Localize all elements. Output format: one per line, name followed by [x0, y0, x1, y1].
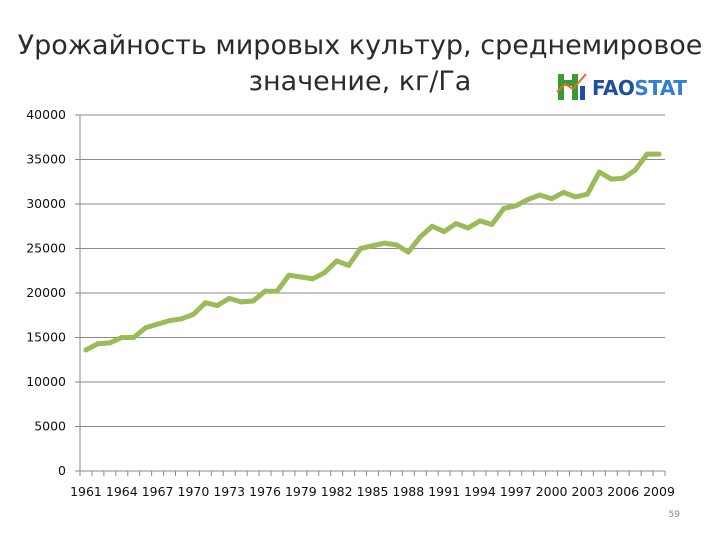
data-point — [441, 229, 447, 235]
data-point — [83, 347, 89, 353]
x-tick-label: 1985 — [357, 484, 389, 499]
data-point — [393, 242, 399, 248]
data-point — [310, 276, 316, 282]
data-point — [417, 234, 423, 240]
faostat-logo-text: FAOSTAT — [592, 76, 687, 100]
data-point — [178, 316, 184, 322]
x-tick-label: 1994 — [464, 484, 496, 499]
x-axis-tick-labels: 1961 1964 1967 1970 1973 1976 1979 1982 1985 1988… — [70, 484, 675, 499]
gridlines — [80, 114, 665, 427]
data-point — [405, 249, 411, 255]
data-point — [381, 240, 387, 246]
data-point — [608, 176, 614, 182]
x-tick-label: 2003 — [571, 484, 603, 499]
data-point — [95, 341, 101, 347]
data-point — [537, 192, 543, 198]
y-tick-label: 5000 — [34, 419, 66, 434]
x-tick-label: 1967 — [142, 484, 174, 499]
y-tick-label: 20000 — [26, 285, 66, 300]
data-point — [143, 325, 149, 331]
data-point — [453, 221, 459, 227]
chart-title-line-2: значение, кг/Га — [248, 66, 472, 97]
data-point — [334, 258, 340, 264]
y-tick-label: 10000 — [26, 374, 66, 389]
data-point — [644, 151, 650, 157]
y-tick-label: 25000 — [26, 241, 66, 256]
x-tick-label: 2000 — [536, 484, 568, 499]
data-point — [250, 298, 256, 304]
data-point — [561, 189, 567, 195]
x-tick-label: 1982 — [321, 484, 353, 499]
data-point — [656, 151, 662, 157]
x-tick-label: 1976 — [249, 484, 281, 499]
y-tick-label: 0 — [58, 463, 66, 478]
data-point — [286, 272, 292, 278]
data-point — [513, 203, 519, 209]
data-point — [119, 335, 125, 340]
x-tick-label: 1961 — [70, 484, 102, 499]
data-point — [298, 274, 304, 280]
data-point — [477, 218, 483, 224]
data-point — [226, 295, 232, 301]
data-point — [107, 340, 113, 346]
x-tick-label: 1997 — [500, 484, 532, 499]
data-point — [358, 246, 364, 251]
x-tick-label: 1970 — [178, 484, 210, 499]
data-point — [584, 191, 590, 197]
data-point — [131, 335, 137, 340]
data-point — [155, 321, 161, 327]
data-point — [262, 288, 268, 294]
data-point — [167, 318, 173, 324]
data-point — [274, 288, 280, 294]
faostat-logo: FAOSTAT — [556, 70, 688, 104]
x-tick-label: 1979 — [285, 484, 317, 499]
data-point — [370, 243, 375, 249]
data-point — [549, 196, 555, 202]
data-point — [322, 270, 328, 276]
data-point — [214, 302, 220, 308]
data-point — [596, 169, 602, 175]
x-tick-label: 1964 — [106, 484, 138, 499]
data-point — [465, 225, 471, 231]
x-tick-label: 1991 — [428, 484, 460, 499]
data-point — [429, 223, 435, 229]
data-point — [525, 197, 531, 203]
data-point — [190, 311, 196, 317]
data-point — [620, 175, 626, 181]
x-tick-label: 2006 — [607, 484, 639, 499]
data-point — [238, 299, 244, 305]
data-point — [202, 300, 208, 306]
data-point — [501, 205, 507, 211]
data-point — [632, 167, 638, 173]
y-tick-label: 15000 — [26, 330, 66, 345]
y-tick-label: 30000 — [26, 196, 66, 211]
y-tick-label: 35000 — [26, 152, 66, 167]
x-tick-label: 1988 — [392, 484, 424, 499]
faostat-logo-icon — [556, 73, 587, 100]
y-axis-tick-labels: 0 5000 10000 15000 20000 25000 30000 35000 40000 — [26, 107, 66, 478]
y-tick-label: 40000 — [26, 107, 66, 122]
data-point — [572, 194, 578, 200]
series-line — [83, 151, 662, 353]
x-tick-label: 1973 — [213, 484, 245, 499]
x-tick-label: 2009 — [643, 484, 675, 499]
data-point — [346, 262, 352, 268]
chart-title-line-1: Урожайность мировых культур, среднемиров… — [17, 30, 703, 61]
page-number: 59 — [668, 510, 680, 520]
data-point — [489, 221, 495, 227]
axes — [75, 114, 666, 476]
